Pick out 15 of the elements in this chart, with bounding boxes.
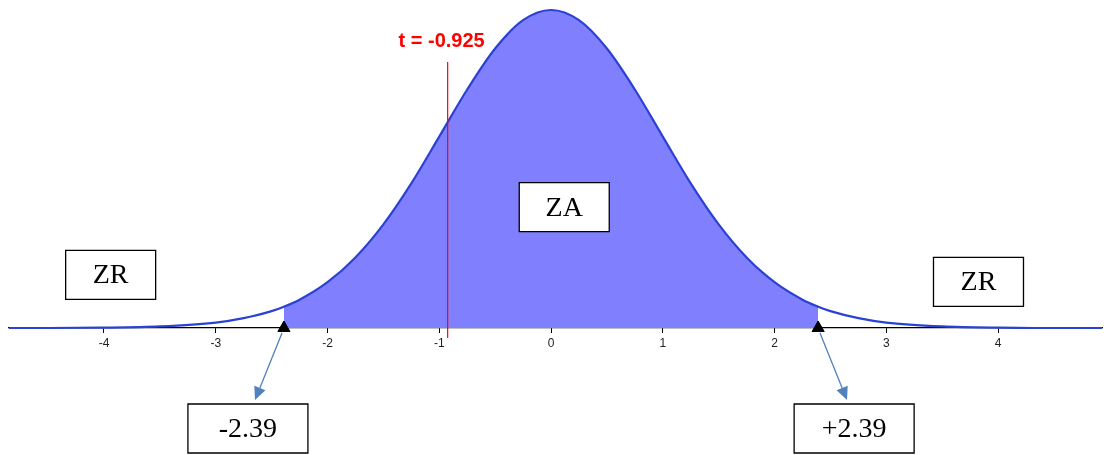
annotation: -2.39 <box>218 411 278 443</box>
x-tick-label: 2 <box>771 335 779 350</box>
x-tick-label: -4 <box>98 335 110 350</box>
x-tick-label: -1 <box>433 335 445 350</box>
ref-line-label: t = -0.925 <box>398 28 485 51</box>
x-tick-label: 4 <box>994 335 1002 350</box>
annotation: ZR <box>92 258 129 290</box>
annotation: +2.39 <box>821 411 887 443</box>
x-tick-label: -2 <box>322 335 334 350</box>
x-tick-label: 1 <box>659 335 667 350</box>
x-tick-label: 0 <box>547 335 555 350</box>
x-tick-label: -3 <box>210 335 222 350</box>
x-tick-label: 3 <box>882 335 890 350</box>
annotation: ZA <box>545 190 584 222</box>
annotation: ZR <box>960 265 997 297</box>
